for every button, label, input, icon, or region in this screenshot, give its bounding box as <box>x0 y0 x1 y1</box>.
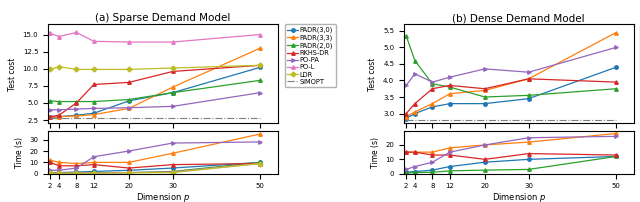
Y-axis label: Test cost: Test cost <box>369 57 378 90</box>
Y-axis label: Time (s): Time (s) <box>15 137 24 168</box>
Y-axis label: Time (s): Time (s) <box>371 137 380 168</box>
Title: (b) Dense Demand Model: (b) Dense Demand Model <box>452 14 585 23</box>
Y-axis label: Test cost: Test cost <box>8 57 17 90</box>
Title: (a) Sparse Demand Model: (a) Sparse Demand Model <box>95 14 230 23</box>
X-axis label: Dimension $p$: Dimension $p$ <box>136 191 190 202</box>
X-axis label: Dimension $p$: Dimension $p$ <box>492 191 546 202</box>
Legend: PADR(3,0), PADR(3,3), PADR(2,0), RKHS-DR, PO-PA, PO-L, LDR, SIMOPT: PADR(3,0), PADR(3,3), PADR(2,0), RKHS-DR… <box>285 24 336 87</box>
